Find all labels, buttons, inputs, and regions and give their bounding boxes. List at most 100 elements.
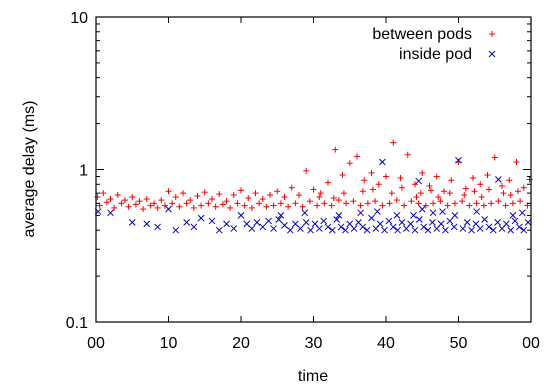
data-point	[190, 204, 197, 211]
data-point	[277, 212, 285, 219]
data-point	[183, 219, 190, 226]
data-point	[209, 196, 215, 203]
data-point	[107, 196, 114, 203]
data-point	[299, 203, 306, 210]
data-point	[197, 214, 205, 222]
data-point	[281, 194, 288, 201]
data-point	[215, 226, 223, 234]
data-point	[446, 217, 454, 225]
data-point	[368, 214, 375, 222]
data-point	[198, 202, 205, 209]
x-tick-label: 00	[87, 335, 105, 352]
data-point	[328, 226, 336, 234]
data-point	[270, 202, 277, 209]
data-point	[502, 202, 509, 209]
data-point	[317, 190, 324, 197]
legend: between pods inside pod	[372, 26, 496, 63]
data-point	[364, 200, 371, 207]
data-point	[143, 196, 150, 203]
data-point	[350, 198, 357, 205]
data-point	[383, 173, 389, 180]
data-point	[161, 202, 168, 209]
data-point	[441, 188, 447, 195]
data-point	[448, 177, 455, 184]
data-point	[455, 156, 462, 164]
data-point	[407, 220, 415, 228]
data-point	[274, 188, 281, 195]
data-point	[437, 198, 444, 205]
data-point	[420, 223, 428, 231]
data-point	[151, 200, 157, 207]
data-point	[223, 220, 230, 228]
data-point	[100, 190, 107, 197]
data-point	[422, 202, 429, 209]
data-point	[172, 194, 179, 201]
data-point	[398, 219, 406, 226]
data-point	[183, 200, 190, 207]
data-point	[307, 226, 314, 234]
data-point	[169, 200, 176, 207]
data-point	[259, 196, 266, 203]
data-point	[446, 190, 453, 197]
y-axis-label: average delay (ms)	[21, 101, 38, 238]
data-point	[194, 193, 201, 200]
data-point	[234, 200, 241, 207]
data-point	[136, 198, 143, 205]
plot-marks	[94, 139, 533, 234]
data-point	[297, 225, 304, 232]
data-point	[372, 198, 379, 205]
data-point	[357, 202, 364, 209]
data-point	[509, 200, 516, 207]
data-point	[388, 190, 395, 197]
data-point	[265, 217, 272, 225]
y-tick-label: 1	[79, 163, 88, 180]
data-point	[256, 200, 263, 207]
data-point	[459, 198, 466, 205]
axis-ticks: 00 10 20 30 40 50 00 0.1 1 10	[66, 10, 540, 352]
data-point	[346, 160, 353, 167]
data-point	[361, 177, 368, 184]
legend-label: inside pod	[399, 46, 472, 63]
data-point	[245, 195, 252, 202]
data-point	[103, 199, 110, 206]
data-point	[451, 212, 459, 219]
data-point	[223, 198, 230, 205]
data-point	[379, 158, 386, 166]
data-point	[303, 167, 310, 174]
data-point	[306, 198, 313, 205]
data-point	[506, 177, 513, 184]
data-point	[435, 194, 442, 201]
data-point	[386, 200, 393, 207]
x-tick-label: 20	[232, 335, 250, 352]
data-point	[114, 192, 121, 199]
data-point	[430, 200, 437, 207]
legend-marker	[488, 50, 496, 58]
data-point	[339, 172, 346, 179]
data-point	[389, 223, 397, 231]
data-point	[369, 186, 376, 193]
data-point	[393, 197, 400, 204]
data-point	[401, 202, 408, 209]
data-point	[180, 190, 186, 197]
data-point	[343, 200, 350, 207]
data-point	[468, 226, 475, 234]
series-inside-pod	[94, 156, 532, 234]
data-point	[302, 219, 310, 226]
data-point	[325, 179, 331, 186]
data-point	[190, 223, 198, 231]
data-point	[129, 194, 136, 201]
data-point	[241, 202, 248, 209]
data-point	[488, 200, 495, 207]
data-point	[415, 177, 422, 185]
data-point	[437, 220, 445, 228]
data-point	[94, 194, 101, 201]
data-point	[107, 209, 114, 217]
data-point	[526, 176, 533, 183]
data-point	[340, 190, 347, 197]
data-point	[324, 223, 332, 231]
data-point	[176, 203, 183, 210]
data-point	[310, 186, 317, 193]
data-point	[444, 202, 451, 209]
data-point	[301, 209, 309, 217]
data-point	[248, 204, 255, 211]
